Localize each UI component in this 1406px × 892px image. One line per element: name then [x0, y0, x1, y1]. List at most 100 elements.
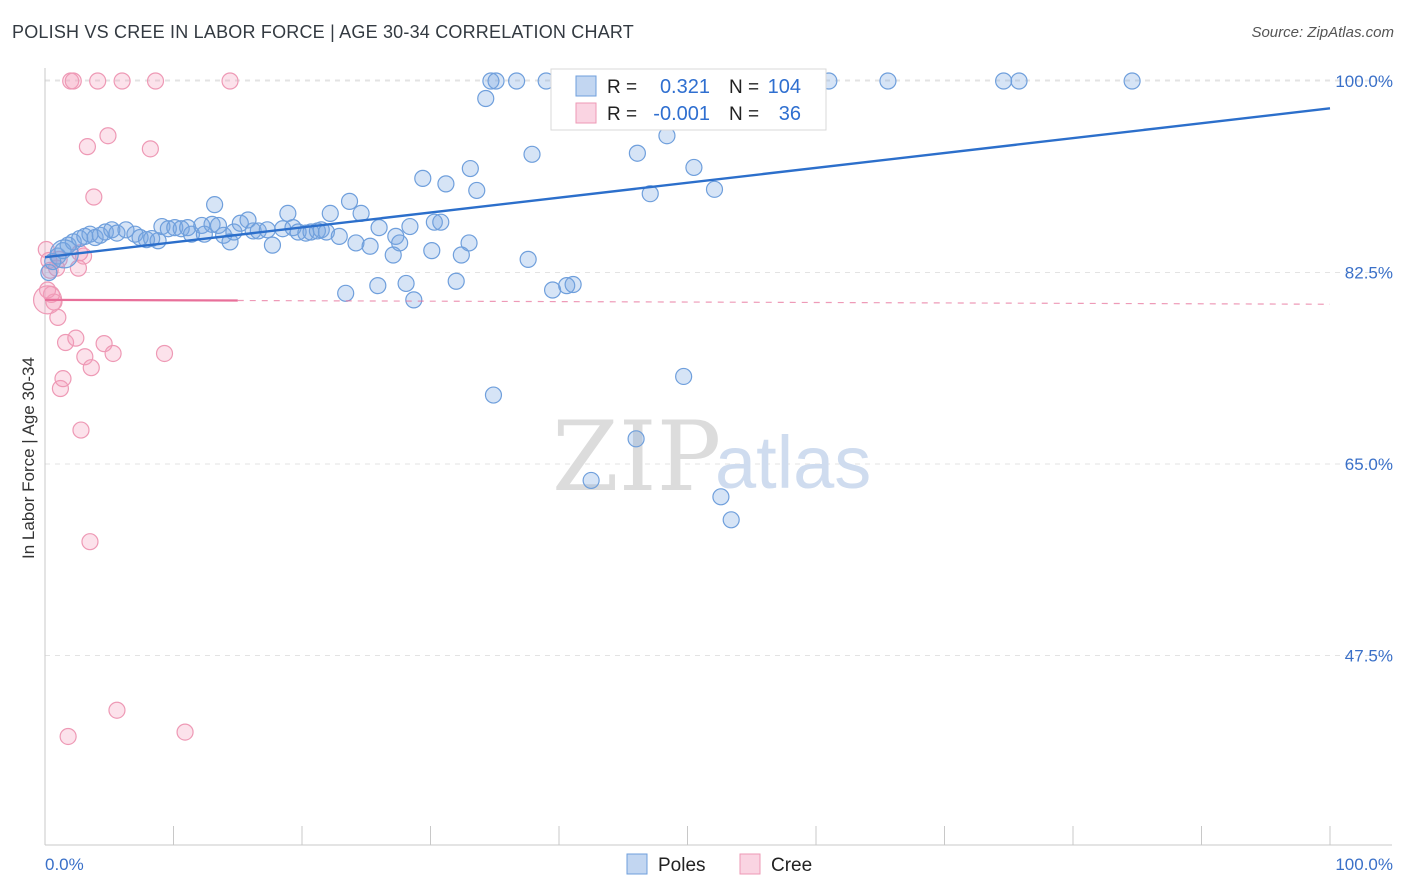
cree-r-value: -0.001 — [653, 103, 710, 125]
cree-trend-line-solid — [44, 298, 238, 302]
poles-point — [103, 221, 121, 239]
poles-point — [263, 236, 282, 254]
watermark-zip: ZIP — [552, 401, 721, 513]
x-tick-labels: 0.0% 100.0% — [45, 855, 1393, 874]
trend-lines — [44, 107, 1331, 305]
poles-point — [206, 196, 224, 214]
poles-point — [582, 471, 600, 490]
axes — [44, 68, 1392, 846]
cree-point — [76, 348, 94, 366]
cree-point — [221, 72, 239, 90]
poles-point — [391, 234, 409, 252]
cree-point — [108, 701, 126, 719]
y-tick-label-2: 82.5% — [1345, 264, 1393, 283]
poles-point — [397, 274, 415, 293]
source-credit: Source: ZipAtlas.com — [1251, 24, 1394, 41]
poles-point — [484, 386, 503, 404]
chart-title: POLISH VS CREE IN LABOR FORCE | AGE 30-3… — [12, 22, 634, 42]
cree-point — [155, 344, 174, 363]
poles-point — [675, 367, 693, 386]
cree-trend-line-dashed — [237, 299, 1331, 305]
poles-point — [172, 220, 190, 238]
poles-r-value: 0.321 — [660, 76, 710, 98]
poles-point — [432, 213, 450, 231]
poles-point — [244, 222, 262, 240]
poles-point — [722, 511, 740, 529]
poles-point — [153, 217, 171, 236]
cree-n-label: N = — [729, 104, 759, 125]
poles-point — [405, 291, 423, 309]
poles-point — [369, 277, 387, 295]
poles-n-value: 104 — [768, 76, 801, 98]
poles-point — [519, 250, 537, 268]
poles-r-label: R = — [607, 77, 637, 98]
poles-n-label: N = — [729, 77, 759, 98]
cree-point — [59, 727, 77, 746]
poles-point — [423, 242, 441, 260]
poles-point — [203, 215, 221, 233]
cree-r-label: R = — [607, 104, 637, 125]
cree-swatch — [575, 102, 597, 124]
cree-point — [104, 344, 122, 363]
cree-point — [85, 188, 103, 206]
poles-point — [995, 72, 1013, 90]
poles-points — [40, 72, 1141, 529]
poles-point — [159, 220, 177, 238]
legend-cree-label: Cree — [771, 855, 812, 876]
poles-point — [108, 224, 126, 242]
stats-legend: R = 0.321 N = 104 R = -0.001 N = 36 — [550, 68, 827, 131]
poles-point — [40, 263, 58, 282]
y-tick-labels: 47.5% 65.0% 82.5% 100.0% — [1335, 72, 1393, 666]
poles-point — [166, 219, 184, 237]
poles-point — [468, 181, 486, 200]
poles-point — [117, 221, 135, 239]
cree-point — [72, 421, 90, 439]
x-tick-label-0: 0.0% — [45, 855, 84, 874]
cree-point — [141, 140, 159, 158]
poles-point — [414, 169, 432, 187]
x-tick-label-1: 100.0% — [1335, 855, 1393, 874]
cree-point — [64, 72, 82, 90]
cree-point — [99, 127, 117, 145]
legend-poles-swatch — [626, 853, 648, 875]
poles-point — [558, 277, 576, 295]
y-tick-label-3: 100.0% — [1335, 72, 1393, 91]
poles-point — [361, 237, 379, 255]
poles-point — [477, 89, 495, 108]
watermark-atlas: atlas — [715, 421, 871, 504]
cree-point — [89, 72, 107, 90]
y-tick-label-1: 65.0% — [1345, 455, 1393, 474]
poles-point — [1010, 72, 1028, 90]
poles-point — [712, 488, 730, 506]
cree-points — [32, 72, 239, 746]
poles-point — [437, 175, 455, 193]
cree-point — [146, 72, 165, 90]
poles-point — [641, 185, 659, 203]
poles-point — [685, 158, 703, 177]
y-tick-label-0: 47.5% — [1345, 647, 1393, 666]
poles-point — [564, 275, 582, 294]
cree-point — [51, 379, 70, 398]
poles-point — [340, 192, 359, 210]
poles-point — [347, 234, 365, 252]
poles-point — [337, 284, 355, 302]
poles-point — [330, 227, 348, 245]
cree-point — [82, 359, 100, 377]
watermark: ZIP atlas — [552, 401, 871, 513]
poles-point — [628, 144, 646, 162]
poles-point — [239, 211, 257, 229]
poles-point — [401, 217, 419, 236]
cree-point — [67, 329, 85, 347]
poles-point — [705, 180, 724, 198]
poles-point — [461, 159, 479, 178]
cree-point — [81, 533, 99, 551]
poles-point — [143, 229, 161, 248]
poles-point — [523, 145, 541, 163]
grid-lines — [45, 79, 1392, 656]
cree-point — [56, 333, 75, 352]
poles-point — [543, 281, 562, 299]
cree-point — [176, 723, 194, 741]
poles-point — [482, 72, 500, 90]
poles-swatch — [575, 75, 597, 97]
